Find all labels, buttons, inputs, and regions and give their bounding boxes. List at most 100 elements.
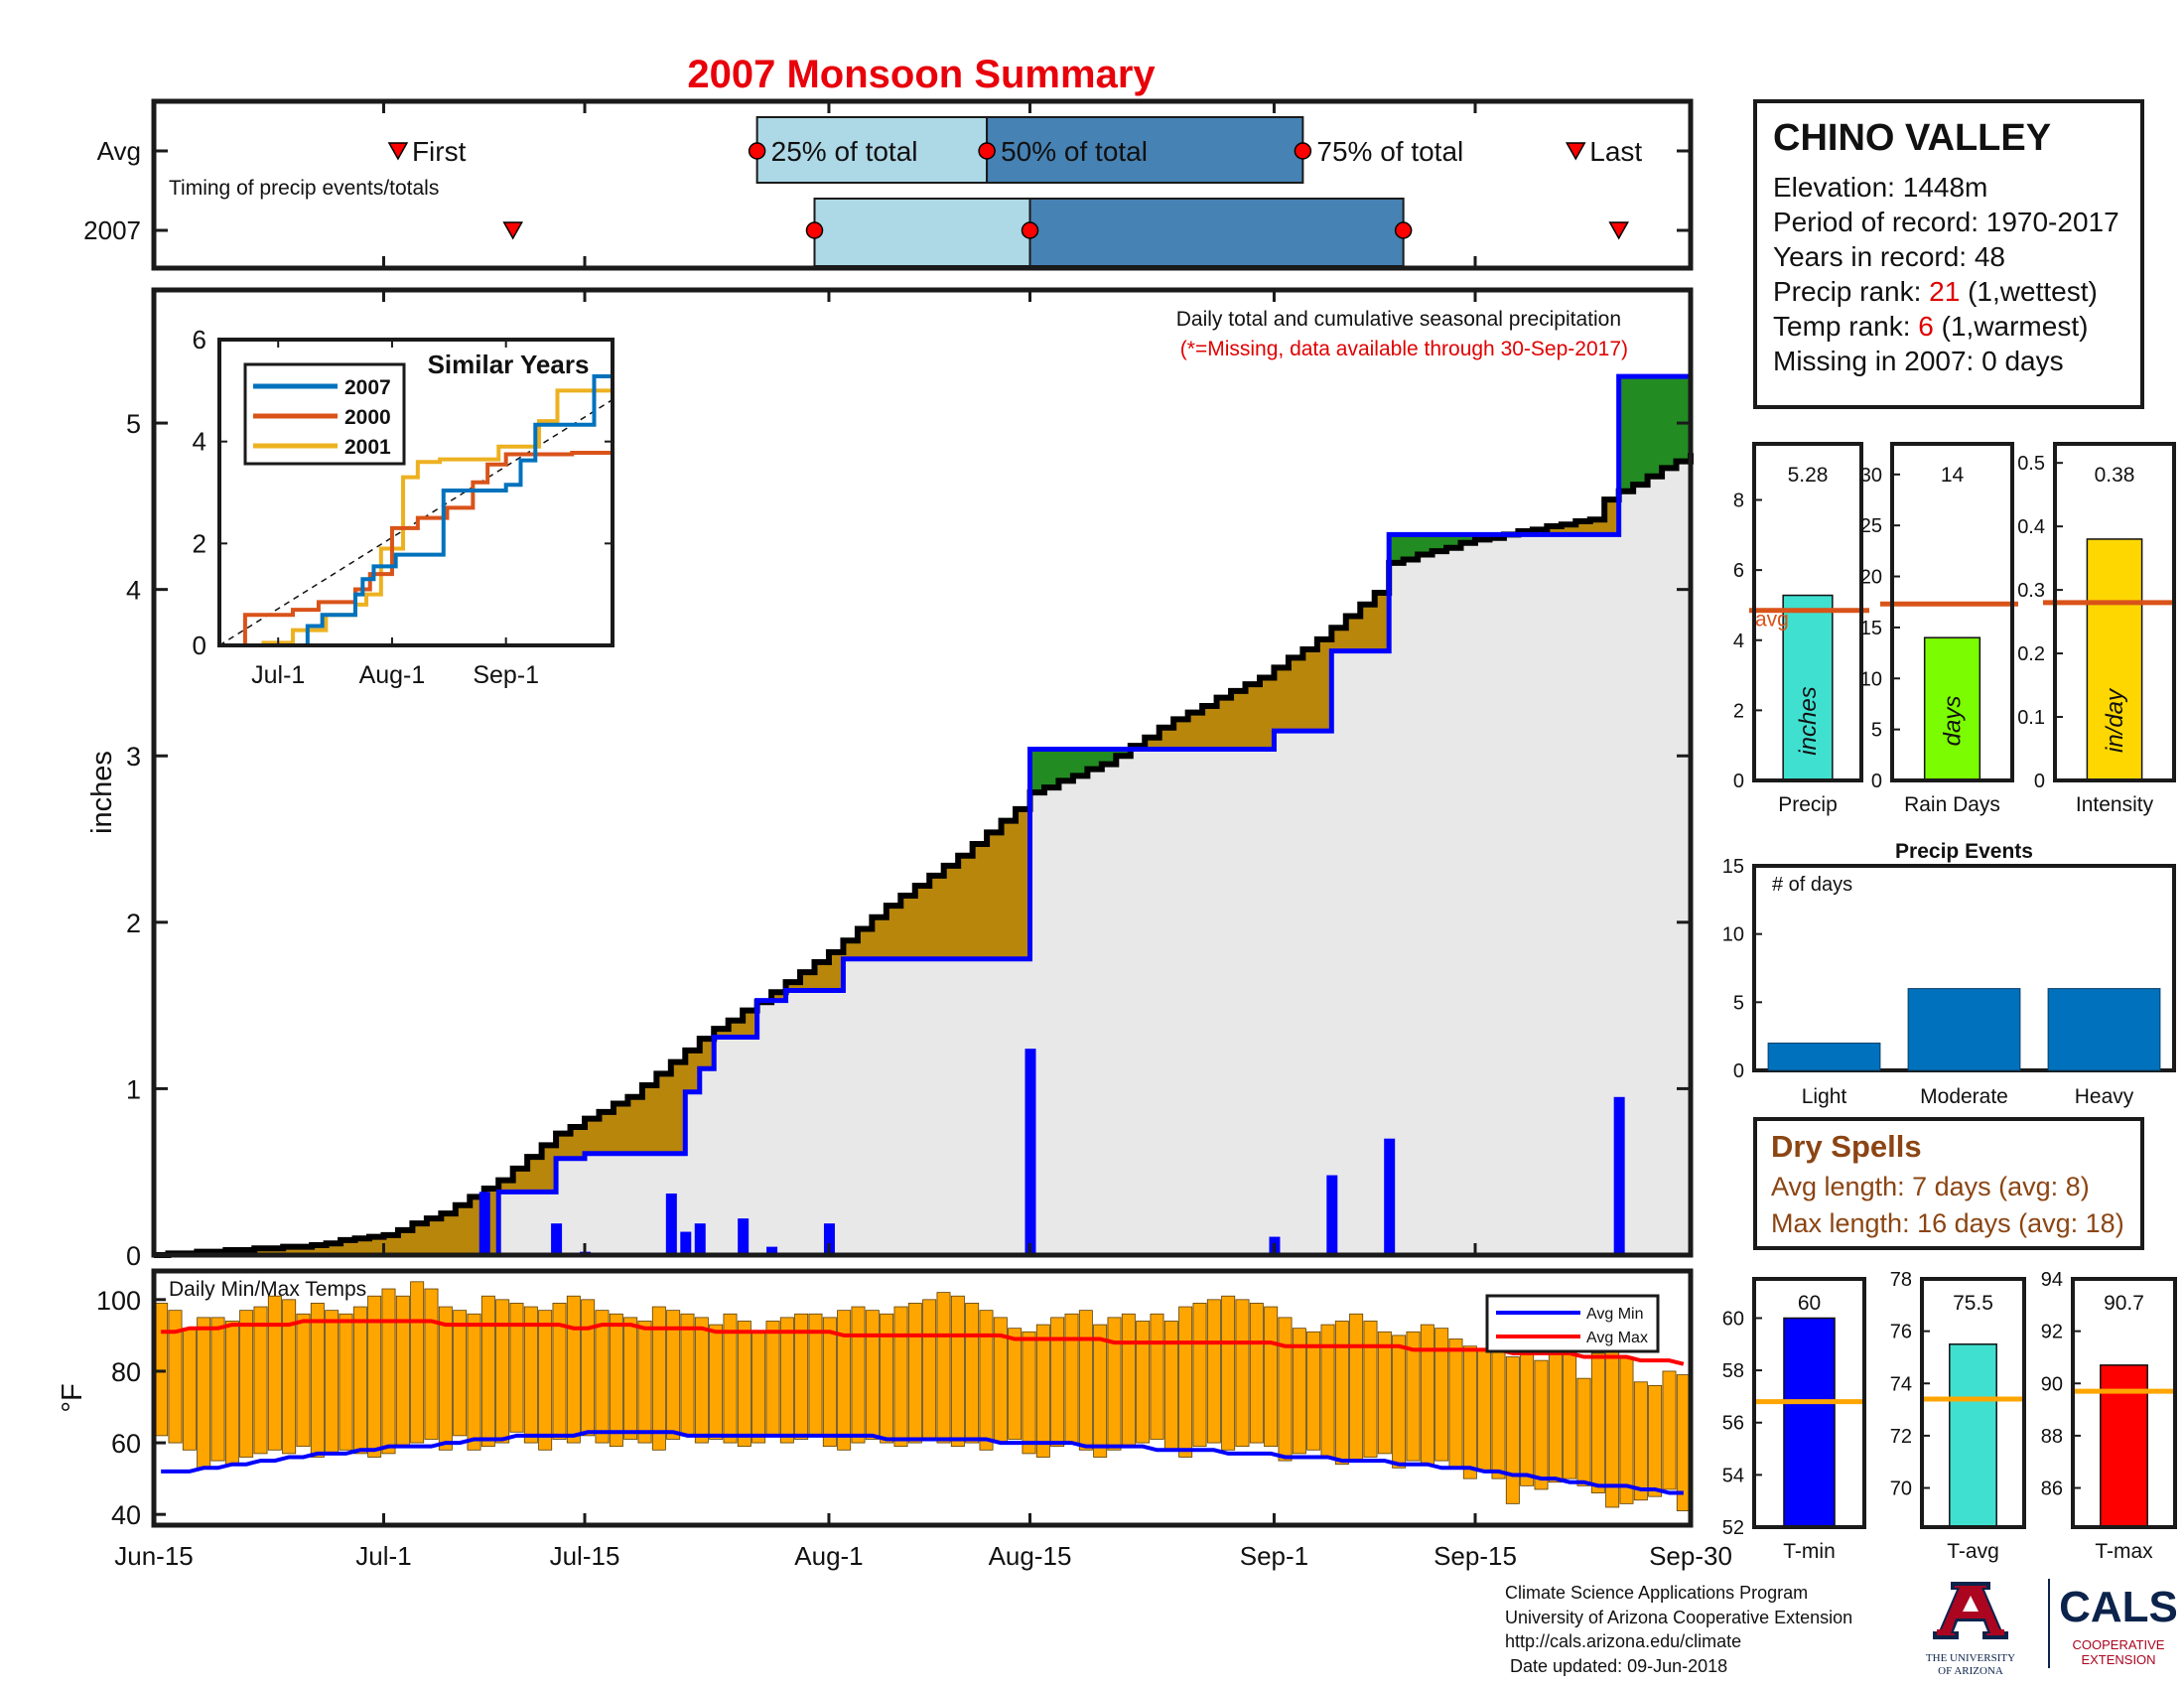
inset-ytick-label: 4 [193, 427, 206, 457]
intensity-ytick-label: 0.3 [2017, 580, 2045, 602]
cumulative-base-fill [570, 1158, 586, 1255]
daily-temp-bar [779, 1317, 794, 1444]
daily-temp-bar [339, 1313, 353, 1451]
cumulative-base-fill [1518, 534, 1534, 1255]
daily-temp-bar [680, 1313, 695, 1437]
cumulative-base-fill [886, 958, 901, 1255]
cumulative-base-fill [1446, 547, 1462, 1255]
precip_total-axes-box [1752, 442, 1863, 782]
cumulative-base-fill [828, 990, 845, 1255]
cumulative-base-fill [872, 958, 887, 1255]
daily-temp-bar [1477, 1348, 1492, 1473]
below-average-fill [987, 832, 1003, 959]
daily-temp-bar [609, 1313, 623, 1448]
timing-box-25-50 [813, 198, 1031, 267]
cumulative-base-fill [1633, 485, 1649, 1255]
legend-avg-min-label: Avg Min [1586, 1306, 1644, 1323]
cumulative-base-fill [685, 1091, 701, 1255]
daily-temp-bar [1178, 1306, 1193, 1458]
station-period: Period of record: 1970-2017 [1773, 207, 2119, 237]
cumulative-base-fill [1460, 542, 1476, 1255]
t_avg-bar [1949, 1343, 1997, 1528]
daily-temp-bar [851, 1306, 866, 1444]
below-average-fill [828, 951, 845, 991]
above-average-fill [1446, 534, 1462, 548]
precip_total-ytick-label: 2 [1733, 700, 1744, 722]
temp-legend-box [1485, 1294, 1660, 1353]
rain_days-ytick-label: 30 [1860, 465, 1882, 487]
cumulative-axes-box [151, 287, 1694, 1258]
below-average-fill [585, 1118, 601, 1154]
daily-temp-bar [1306, 1331, 1321, 1451]
cumulative-base-fill [512, 1192, 528, 1255]
cumulative-base-fill [1145, 749, 1160, 1255]
cumulative-base-fill [743, 1037, 758, 1255]
cumulative-base-fill [1575, 534, 1591, 1255]
inset-xtick-label: Aug-1 [359, 661, 426, 689]
intensity-value-label: 0.38 [2095, 464, 2135, 487]
timing-quartile-marker [1394, 221, 1413, 239]
cumulative-base-fill [800, 990, 816, 1255]
t_min-value-label: 60 [1798, 1292, 1821, 1315]
daily-temp-bar [296, 1313, 311, 1448]
daily-temp-bar [865, 1310, 880, 1440]
below-average-fill [685, 1050, 701, 1092]
cumulative-base-fill [1130, 749, 1146, 1255]
daily-temp-bar [751, 1331, 766, 1444]
rain_days-ytick-label: 10 [1860, 668, 1882, 690]
daily-temp-bar [1221, 1295, 1236, 1451]
daily-temp-bar [495, 1299, 510, 1444]
cumulative-ytick-label: 3 [126, 742, 141, 772]
above-average-fill [1418, 534, 1433, 555]
events-ytick-label: 0 [1733, 1060, 1744, 1082]
intensity-ytick-label: 0.2 [2017, 643, 2045, 665]
daily-temp-bar [182, 1328, 197, 1451]
daily-temp-bar [765, 1321, 780, 1437]
precip_total-ytick-label: 8 [1733, 491, 1744, 512]
cumulative-base-fill [1331, 650, 1347, 1255]
above-average-fill [1676, 376, 1692, 462]
intensity-ytick-label: 0.4 [2017, 516, 2045, 538]
daily-temp-bar [154, 1303, 169, 1437]
cals-logo: CALS COOPERATIVE EXTENSION [2048, 1579, 2176, 1668]
above-average-fill [1101, 749, 1117, 765]
timing-first-last-marker [502, 221, 523, 240]
daily-temp-bar [1022, 1331, 1036, 1455]
below-average-fill [455, 1204, 471, 1255]
below-average-fill [1216, 697, 1232, 750]
temp-ylabel: °F [57, 1383, 88, 1412]
cumulative-base-fill [1202, 749, 1218, 1255]
inset-ytick-label: 0 [193, 631, 206, 660]
below-average-fill [1159, 727, 1174, 750]
below-average-fill [872, 916, 887, 959]
below-average-fill [900, 896, 916, 959]
temp-rank-note: (1,warmest) [1933, 311, 2089, 342]
above-average-fill [1029, 749, 1045, 793]
figure-title: 2007 Monsoon Summary [687, 53, 1156, 96]
intensity-bar-unit-label: in/day [2102, 687, 2128, 753]
timing-label-first: First [412, 136, 467, 167]
below-average-fill [412, 1223, 428, 1255]
daily-temp-bar [893, 1306, 908, 1448]
t_avg-ytick-label: 72 [1890, 1426, 1912, 1448]
cumulative-base-fill [1231, 749, 1247, 1255]
station-name: CHINO VALLEY [1773, 117, 2052, 159]
events-ytick-label: 15 [1722, 856, 1744, 878]
daily-temp-bar [267, 1295, 282, 1451]
below-average-fill [843, 940, 859, 959]
cumulative-ytick-label: 4 [126, 576, 141, 606]
below-average-fill [1561, 524, 1576, 535]
dry-spells-title: Dry Spells [1771, 1129, 1922, 1164]
temp-axes-box [151, 1268, 1694, 1528]
cumulative-base-fill [1360, 650, 1376, 1255]
intensity-ytick-label: 0.1 [2017, 707, 2045, 729]
precip_total-value-label: 5.28 [1788, 464, 1829, 487]
timing-label-25: 25% of total [771, 136, 918, 167]
daily-temp-bar [325, 1310, 340, 1455]
cumulative-base-fill [943, 958, 959, 1255]
avg-min-temp-line [161, 1430, 1684, 1495]
precip_total-xlabel: Precip [1778, 793, 1838, 816]
cumulative-base-fill [1589, 534, 1605, 1255]
cumulative-base-fill [699, 1068, 715, 1255]
station-years: Years in record: 48 [1773, 241, 2005, 272]
